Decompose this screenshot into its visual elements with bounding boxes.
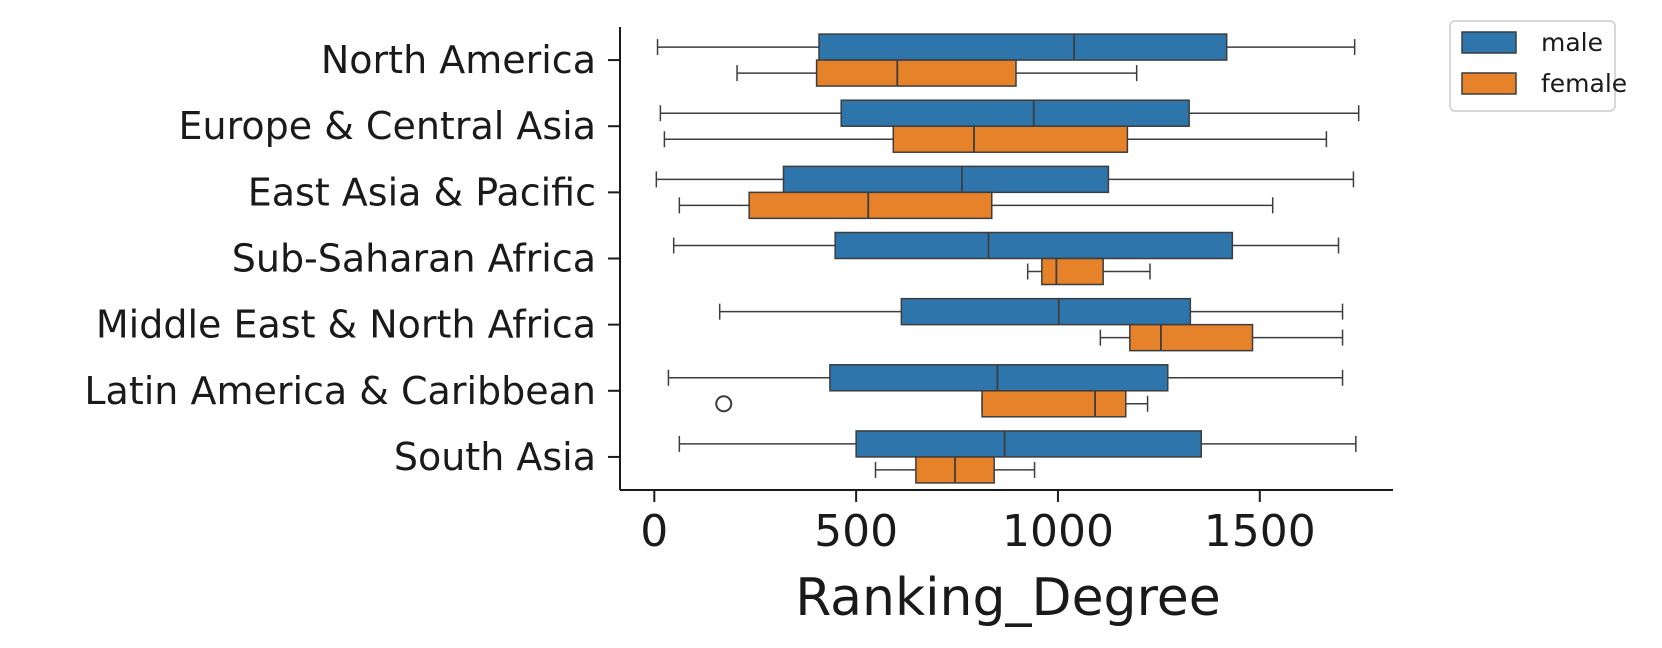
y-tick-label: Middle East & North Africa [96,303,596,347]
box-male [834,231,1234,260]
box-male [829,364,1169,392]
box-female [815,59,1017,87]
y-axis-ticks: North America Europe & Central Asia East A… [84,38,620,479]
legend-label-female: female [1541,69,1627,98]
box-female [892,125,1129,153]
y-tick-label: South Asia [394,435,596,479]
box-male [818,33,1228,61]
legend-swatch-male [1461,31,1517,54]
y-tick-label: Latin America & Caribbean [84,369,596,413]
x-axis-ticks: 0 500 1000 1500 [640,490,1316,557]
y-tick-label: North America [321,38,596,82]
y-tick-label: Sub-Saharan Africa [232,237,596,281]
x-tick-label: 1000 [1002,506,1114,557]
box-male [855,430,1203,458]
legend-swatch-female [1461,72,1517,95]
legend-label-male: male [1541,28,1603,57]
x-tick-label: 500 [814,506,898,557]
legend: male female [1449,20,1627,112]
x-axis-title: Ranking_Degree [795,568,1221,628]
box-male [840,99,1190,127]
box-male [782,165,1110,194]
plot-area [655,33,1360,484]
box-male [900,297,1192,326]
y-tick-label: Europe & Central Asia [179,104,597,148]
box-female [748,191,993,220]
box-female [1129,323,1254,352]
box-female [981,390,1127,418]
x-tick-label: 1500 [1204,506,1316,557]
outlier-point [715,395,733,413]
x-tick-label: 0 [640,506,668,557]
y-tick-label: East Asia & Pacific [248,170,596,214]
box-female [1041,257,1104,286]
